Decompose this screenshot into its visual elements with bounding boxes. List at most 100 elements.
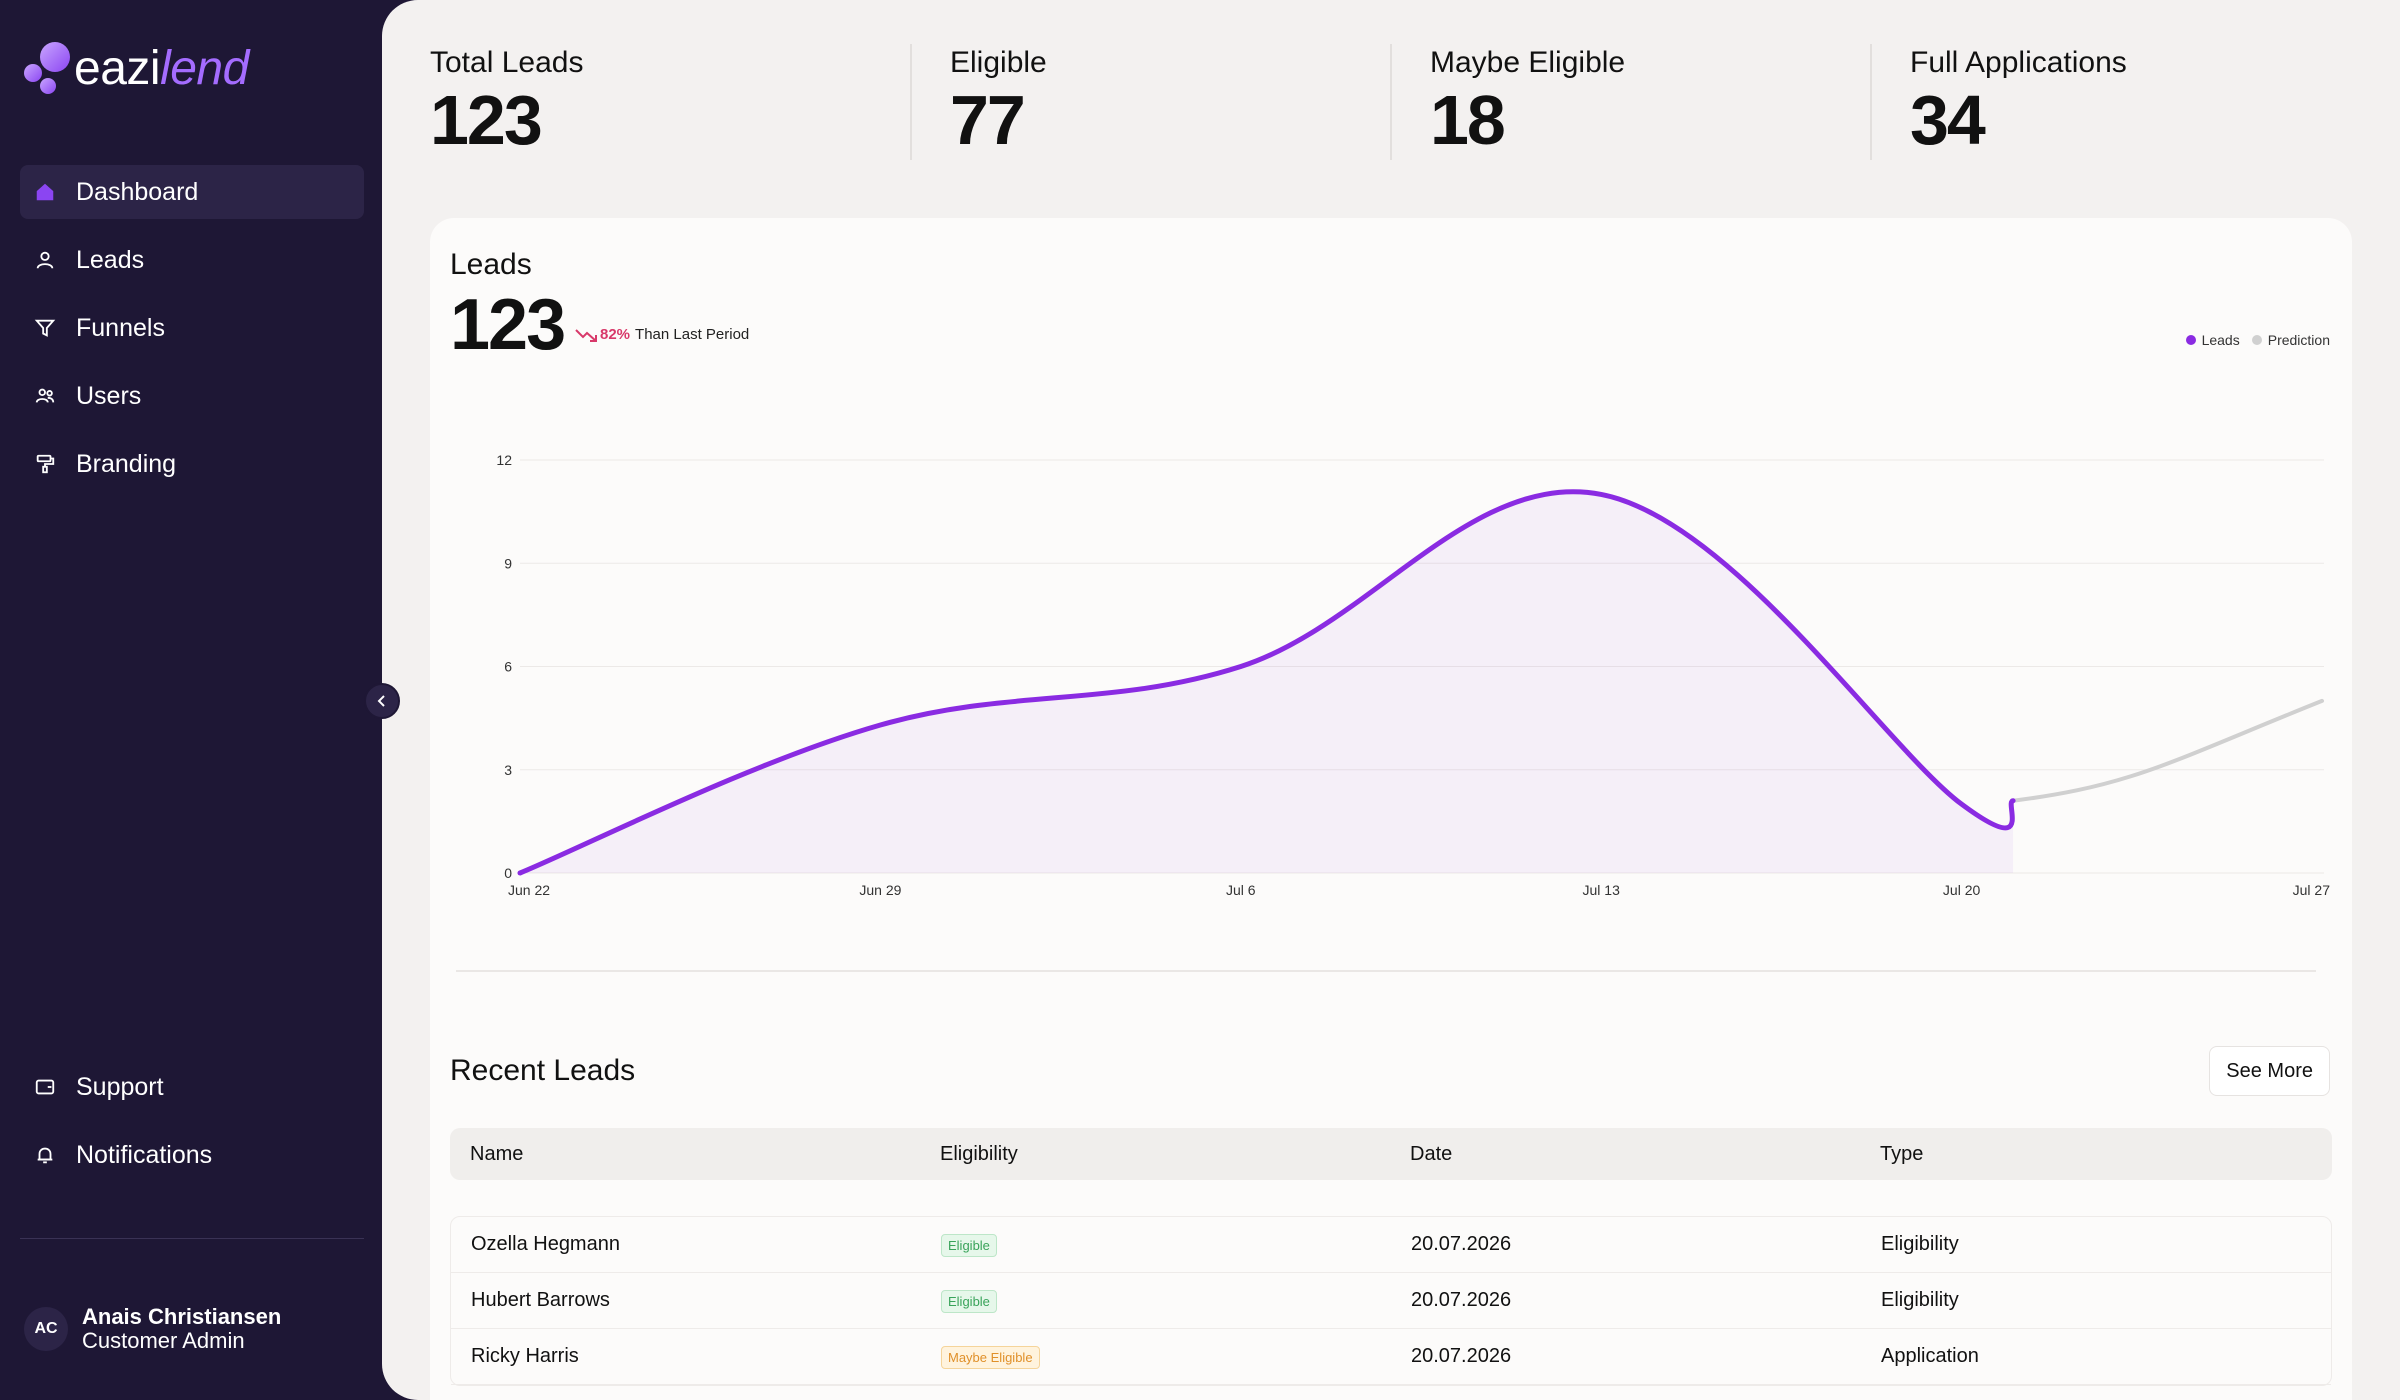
column-header-type[interactable]: Type: [1880, 1142, 1924, 1165]
x-tick-label: Jul 20: [1943, 882, 1981, 898]
status-badge: Eligible: [941, 1289, 997, 1313]
leads-card: Leads 123 82% Than Last Period Leads Pre…: [430, 218, 2352, 1400]
brand-name: eazilend: [74, 41, 249, 96]
cell-name: Hubert Barrows: [471, 1289, 610, 1311]
table-row[interactable]: Hubert Barrows Eligible 20.07.2026 Eligi…: [451, 1273, 2331, 1329]
status-badge: Maybe Eligible: [941, 1345, 1040, 1369]
cell-date: 20.07.2026: [1411, 1233, 1512, 1255]
user-icon: [34, 249, 56, 271]
chevron-left-icon: [377, 695, 385, 707]
status-badge: Eligible: [941, 1233, 997, 1257]
trend-indicator: 82% Than Last Period: [574, 326, 749, 343]
nav-item-branding[interactable]: Branding: [20, 437, 364, 491]
stat-label: Maybe Eligible: [1430, 46, 1626, 79]
legend-dot-prediction: [2251, 335, 2262, 345]
y-tick-label: 0: [504, 865, 512, 881]
collapse-sidebar-button[interactable]: [364, 683, 400, 719]
nav-item-label: Leads: [76, 245, 145, 274]
stat-value: 123: [430, 81, 543, 159]
leads-table-body: Ozella Hegmann Eligible 20.07.2026 Eligi…: [450, 1216, 2332, 1386]
card-divider: [456, 970, 2316, 972]
chart-total: 123: [450, 285, 566, 365]
stat-value: 34: [1910, 81, 1986, 159]
stat-value: 77: [950, 81, 1026, 159]
trend-percent: 82%: [600, 326, 631, 343]
leads-series-line: [517, 489, 2016, 876]
nav-item-notifications[interactable]: Notifications: [20, 1128, 364, 1182]
logo-mark-icon: [22, 40, 74, 96]
home-icon: [34, 181, 56, 203]
legend-dot-leads: [2185, 335, 2196, 345]
stat-maybe-eligible: Maybe Eligible 18: [1390, 44, 1870, 160]
legend-label: Prediction: [2267, 332, 2330, 348]
recent-leads-title: Recent Leads: [450, 1054, 636, 1087]
stat-label: Total Leads: [430, 46, 584, 79]
sidebar-divider: [20, 1238, 364, 1239]
legend-label: Leads: [2201, 332, 2240, 348]
nav-item-support[interactable]: Support: [20, 1060, 364, 1114]
chart-title: Leads: [450, 248, 532, 281]
cell-type: Eligibility: [1881, 1233, 1959, 1255]
user-name: Anais Christiansen: [82, 1304, 282, 1329]
cell-date: 20.07.2026: [1411, 1289, 1512, 1311]
column-header-eligibility[interactable]: Eligibility: [940, 1142, 1018, 1165]
legend-item-prediction[interactable]: Prediction: [2251, 332, 2330, 348]
cell-eligibility: Eligible: [921, 1289, 1391, 1313]
chart-legend: Leads Prediction: [2174, 332, 2330, 348]
main-nav: Dashboard Leads Funnels Users Branding: [20, 165, 364, 505]
nav-item-funnels[interactable]: Funnels: [20, 301, 364, 355]
users-icon: [34, 385, 56, 407]
leads-line-chart: 0 3 6 9 12 Jun 22 Jun 29 Jul 6 Jul 13 Jul 20 Jul 2…: [496, 452, 2330, 898]
support-icon: [34, 1076, 56, 1098]
column-header-name[interactable]: Name: [470, 1142, 524, 1165]
brand-name-accent: lend: [160, 41, 249, 95]
cell-eligibility: Maybe Eligible: [921, 1345, 1391, 1369]
y-tick-label: 6: [504, 659, 512, 675]
brand-name-main: eazi: [74, 41, 161, 95]
user-role: Customer Admin: [82, 1328, 245, 1353]
table-row[interactable]: Ozella Hegmann Eligible 20.07.2026 Eligi…: [451, 1217, 2331, 1273]
y-tick-label: 12: [496, 452, 512, 468]
nav-item-leads[interactable]: Leads: [20, 233, 364, 287]
nav-item-label: Funnels: [76, 313, 165, 342]
brand-logo[interactable]: eazilend: [22, 40, 249, 96]
nav-item-label: Notifications: [76, 1140, 213, 1169]
x-tick-label: Jun 22: [508, 882, 550, 898]
nav-item-dashboard[interactable]: Dashboard: [20, 165, 364, 219]
x-tick-label: Jul 6: [1226, 882, 1256, 898]
nav-item-label: Support: [76, 1072, 164, 1101]
main-content: Total Leads 123 Eligible 77 Maybe Eligib…: [382, 0, 2400, 1400]
cell-type: Eligibility: [1881, 1289, 1959, 1311]
nav-item-users[interactable]: Users: [20, 369, 364, 423]
nav-item-label: Users: [76, 381, 142, 410]
stat-total-leads: Total Leads 123: [430, 44, 910, 160]
table-row[interactable]: Ricky Harris Maybe Eligible 20.07.2026 A…: [451, 1329, 2331, 1385]
filter-icon: [34, 317, 56, 339]
nav-item-label: Dashboard: [76, 177, 199, 206]
cell-type: Application: [1881, 1345, 1979, 1367]
cell-name: Ricky Harris: [471, 1345, 579, 1367]
stat-value: 18: [1430, 81, 1506, 159]
nav-item-label: Branding: [76, 449, 177, 478]
avatar: AC: [24, 1307, 68, 1351]
stats-row: Total Leads 123 Eligible 77 Maybe Eligib…: [430, 44, 2350, 160]
legend-item-leads[interactable]: Leads: [2185, 332, 2240, 348]
stat-label: Eligible: [950, 46, 1047, 79]
bell-icon: [34, 1144, 56, 1166]
stat-label: Full Applications: [1910, 46, 2127, 79]
paint-roller-icon: [34, 453, 56, 475]
table-header: Name Eligibility Date Type: [450, 1128, 2332, 1180]
stat-eligible: Eligible 77: [910, 44, 1390, 160]
y-tick-label: 3: [504, 762, 512, 778]
leads-area: [520, 491, 2014, 873]
user-profile[interactable]: AC Anais Christiansen Customer Admin: [24, 1305, 281, 1353]
x-tick-label: Jun 29: [859, 882, 901, 898]
prediction-series-line: [2011, 698, 2324, 803]
x-tick-label: Jul 13: [1583, 882, 1621, 898]
cell-eligibility: Eligible: [921, 1233, 1391, 1257]
secondary-nav: Support Notifications: [20, 1060, 364, 1196]
trend-down-icon: [575, 328, 597, 342]
y-tick-label: 9: [504, 555, 512, 571]
column-header-date[interactable]: Date: [1410, 1142, 1453, 1165]
see-more-button[interactable]: See More: [2209, 1046, 2330, 1096]
